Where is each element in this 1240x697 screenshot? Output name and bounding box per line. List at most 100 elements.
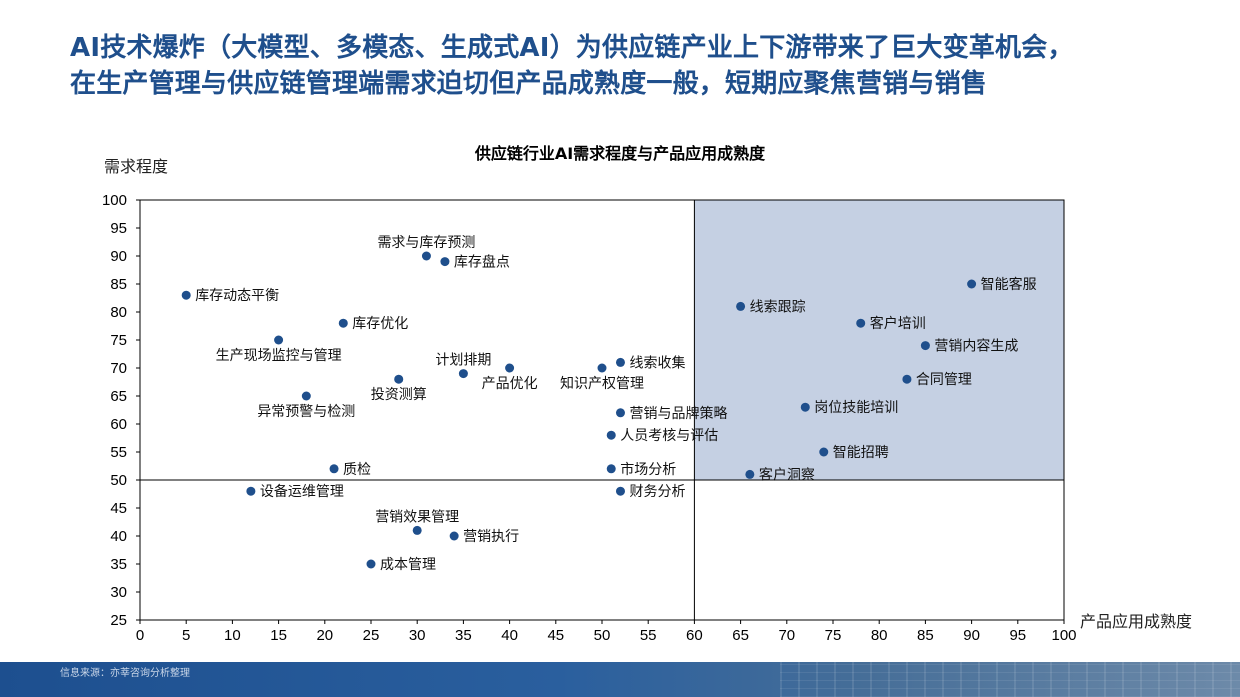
x-tick-label: 95 xyxy=(1009,627,1026,644)
y-tick-label: 80 xyxy=(110,304,127,321)
x-tick-label: 30 xyxy=(409,627,426,644)
data-point xyxy=(967,279,977,289)
x-tick-label: 45 xyxy=(547,627,564,644)
x-tick-label: 50 xyxy=(594,627,611,644)
data-point-label: 需求与库存预测 xyxy=(377,235,475,251)
data-point xyxy=(421,251,431,261)
data-point-label: 人员考核与评估 xyxy=(620,428,718,444)
x-tick-label: 20 xyxy=(316,627,333,644)
source-note: 信息来源：亦莘咨询分析整理 xyxy=(60,668,190,679)
chart-title: 供应链行业AI需求程度与产品应用成熟度 xyxy=(474,144,766,163)
data-point xyxy=(412,525,422,535)
y-tick-label: 100 xyxy=(102,192,127,209)
data-point xyxy=(615,357,625,367)
x-tick-label: 15 xyxy=(270,627,287,644)
data-point-label: 线索跟踪 xyxy=(750,298,806,315)
data-point xyxy=(597,363,607,373)
x-tick-label: 100 xyxy=(1051,627,1076,644)
x-tick-label: 60 xyxy=(686,627,703,644)
data-point-label: 市场分析 xyxy=(620,461,676,478)
highlight-quadrant xyxy=(694,200,1064,480)
data-point xyxy=(274,335,284,345)
data-point xyxy=(819,447,829,457)
data-point xyxy=(246,486,256,496)
footer-bar: 信息来源：亦莘咨询分析整理 xyxy=(0,662,1240,697)
data-point-label: 产品优化 xyxy=(482,376,538,392)
y-tick-label: 30 xyxy=(110,584,127,601)
data-point xyxy=(440,257,450,267)
data-point xyxy=(800,402,810,412)
y-tick-label: 60 xyxy=(110,416,127,433)
x-tick-label: 85 xyxy=(917,627,934,644)
slide-title: AI技术爆炸（大模型、多模态、生成式AI）为供应链产业上下游带来了巨大变革机会，… xyxy=(70,30,1220,102)
x-tick-label: 0 xyxy=(136,627,144,644)
data-point xyxy=(181,290,191,300)
data-point-label: 客户洞察 xyxy=(759,466,815,483)
data-point-label: 营销执行 xyxy=(463,529,519,545)
data-point xyxy=(902,374,912,384)
data-point-label: 智能客服 xyxy=(981,276,1037,293)
x-axis-label: 产品应用成熟度 xyxy=(1080,612,1192,631)
y-tick-label: 90 xyxy=(110,248,127,265)
data-point xyxy=(615,408,625,418)
data-point xyxy=(505,363,515,373)
x-tick-label: 25 xyxy=(363,627,380,644)
data-point xyxy=(329,464,339,474)
data-point-label: 设备运维管理 xyxy=(260,483,344,500)
y-tick-label: 35 xyxy=(110,556,127,573)
data-point xyxy=(745,469,755,479)
data-point-label: 异常预警与检测 xyxy=(257,404,355,420)
x-tick-label: 5 xyxy=(182,627,190,644)
y-tick-label: 75 xyxy=(110,332,127,349)
y-tick-label: 40 xyxy=(110,528,127,545)
x-tick-label: 65 xyxy=(732,627,749,644)
data-point-label: 营销效果管理 xyxy=(375,509,459,525)
x-tick-label: 35 xyxy=(455,627,472,644)
data-point-label: 营销与品牌策略 xyxy=(629,405,727,422)
data-point-label: 营销内容生成 xyxy=(934,338,1018,355)
y-tick-label: 45 xyxy=(110,500,127,517)
data-point xyxy=(856,318,866,328)
data-point-label: 智能招聘 xyxy=(833,445,889,461)
y-tick-label: 50 xyxy=(110,472,127,489)
x-tick-label: 70 xyxy=(778,627,795,644)
y-tick-label: 95 xyxy=(110,220,127,237)
data-point-label: 岗位技能培训 xyxy=(814,400,898,416)
data-point xyxy=(606,430,616,440)
slide-title-line-2: 在生产管理与供应链管理端需求迫切但产品成熟度一般，短期应聚焦营销与销售 xyxy=(70,69,988,99)
data-point-label: 投资测算 xyxy=(371,387,427,403)
x-tick-label: 80 xyxy=(871,627,888,644)
x-tick-label: 40 xyxy=(501,627,518,644)
y-axis-label: 需求程度 xyxy=(104,157,168,176)
data-point-label: 生产现场监控与管理 xyxy=(216,348,342,364)
data-point-label: 计划排期 xyxy=(435,353,491,369)
data-point xyxy=(301,391,311,401)
data-point xyxy=(606,464,616,474)
data-point xyxy=(338,318,348,328)
data-point-label: 线索收集 xyxy=(629,354,685,371)
data-point xyxy=(736,301,746,311)
data-point-label: 质检 xyxy=(343,462,371,478)
data-point xyxy=(458,369,468,379)
y-tick-label: 70 xyxy=(110,360,127,377)
data-point xyxy=(366,559,376,569)
y-tick-label: 85 xyxy=(110,276,127,293)
x-tick-label: 75 xyxy=(825,627,842,644)
slide-title-line-1: AI技术爆炸（大模型、多模态、生成式AI）为供应链产业上下游带来了巨大变革机会， xyxy=(70,33,1074,63)
data-point-label: 库存盘点 xyxy=(454,254,510,271)
footer-decoration xyxy=(780,662,1240,697)
data-point-label: 库存优化 xyxy=(352,316,408,332)
x-tick-label: 55 xyxy=(640,627,657,644)
data-point-label: 知识产权管理 xyxy=(560,375,644,392)
y-tick-label: 55 xyxy=(110,444,127,461)
data-point-label: 财务分析 xyxy=(629,484,685,500)
data-point xyxy=(920,341,930,351)
data-point xyxy=(449,531,459,541)
x-tick-label: 90 xyxy=(963,627,980,644)
x-tick-label: 10 xyxy=(224,627,241,644)
data-point xyxy=(394,374,404,384)
data-point-label: 成本管理 xyxy=(380,557,436,573)
data-point-label: 客户培训 xyxy=(870,315,926,332)
y-tick-label: 65 xyxy=(110,388,127,405)
